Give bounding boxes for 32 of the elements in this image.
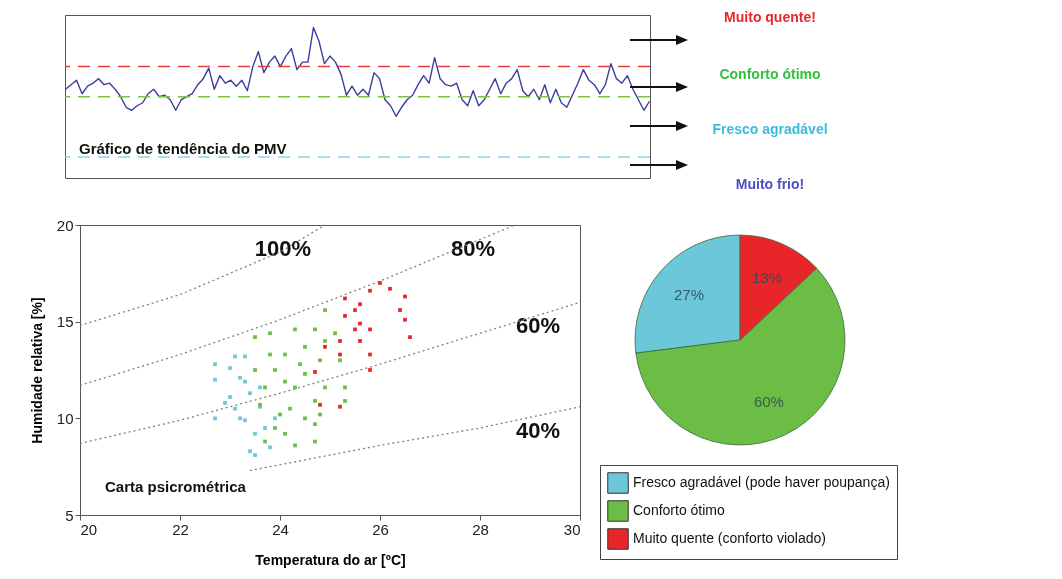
- x-tick-label: 22: [172, 520, 189, 538]
- y-tick-label: 5: [65, 506, 74, 524]
- text: Muito frio!: [734, 176, 806, 192]
- legend-label: Muito quente (conforto violado): [633, 530, 826, 546]
- line-series: [79, 301, 581, 445]
- x-tick-label: 30: [563, 520, 581, 538]
- text: Fresco agradável: [711, 121, 829, 137]
- y-tick-label: 10: [56, 409, 74, 427]
- data-label: 13%: [751, 268, 783, 286]
- series-label: 40%: [515, 417, 561, 443]
- y-axis-title: Humidade relativa [%]: [28, 297, 45, 444]
- legend-label: Conforto ótimo: [633, 502, 726, 518]
- text: Muito quente!: [723, 9, 817, 25]
- data-label: 60%: [753, 392, 784, 410]
- x-axis-title: Temperatura do ar [ºC]: [255, 551, 406, 568]
- data-label: 27%: [673, 286, 705, 304]
- line-series: [249, 406, 581, 472]
- annotation: Gráfico de tendência do PMV: [79, 140, 287, 157]
- annotation: Carta psicrométrica: [105, 478, 247, 495]
- line-series: [79, 224, 516, 387]
- legend-label: Fresco agradável (pode haver poupança): [633, 474, 890, 490]
- line-series: [79, 224, 326, 327]
- text: Conforto ótimo: [718, 66, 822, 82]
- series-label: 80%: [450, 236, 496, 261]
- x-tick-label: 26: [372, 520, 389, 538]
- series-label: 60%: [515, 313, 561, 339]
- x-tick-label: 28: [472, 520, 489, 538]
- x-tick-label: 24: [272, 520, 289, 538]
- x-tick-label: 20: [80, 520, 98, 538]
- y-tick-label: 20: [56, 216, 74, 234]
- y-tick-label: 15: [56, 313, 74, 331]
- series-label: 100%: [254, 236, 312, 261]
